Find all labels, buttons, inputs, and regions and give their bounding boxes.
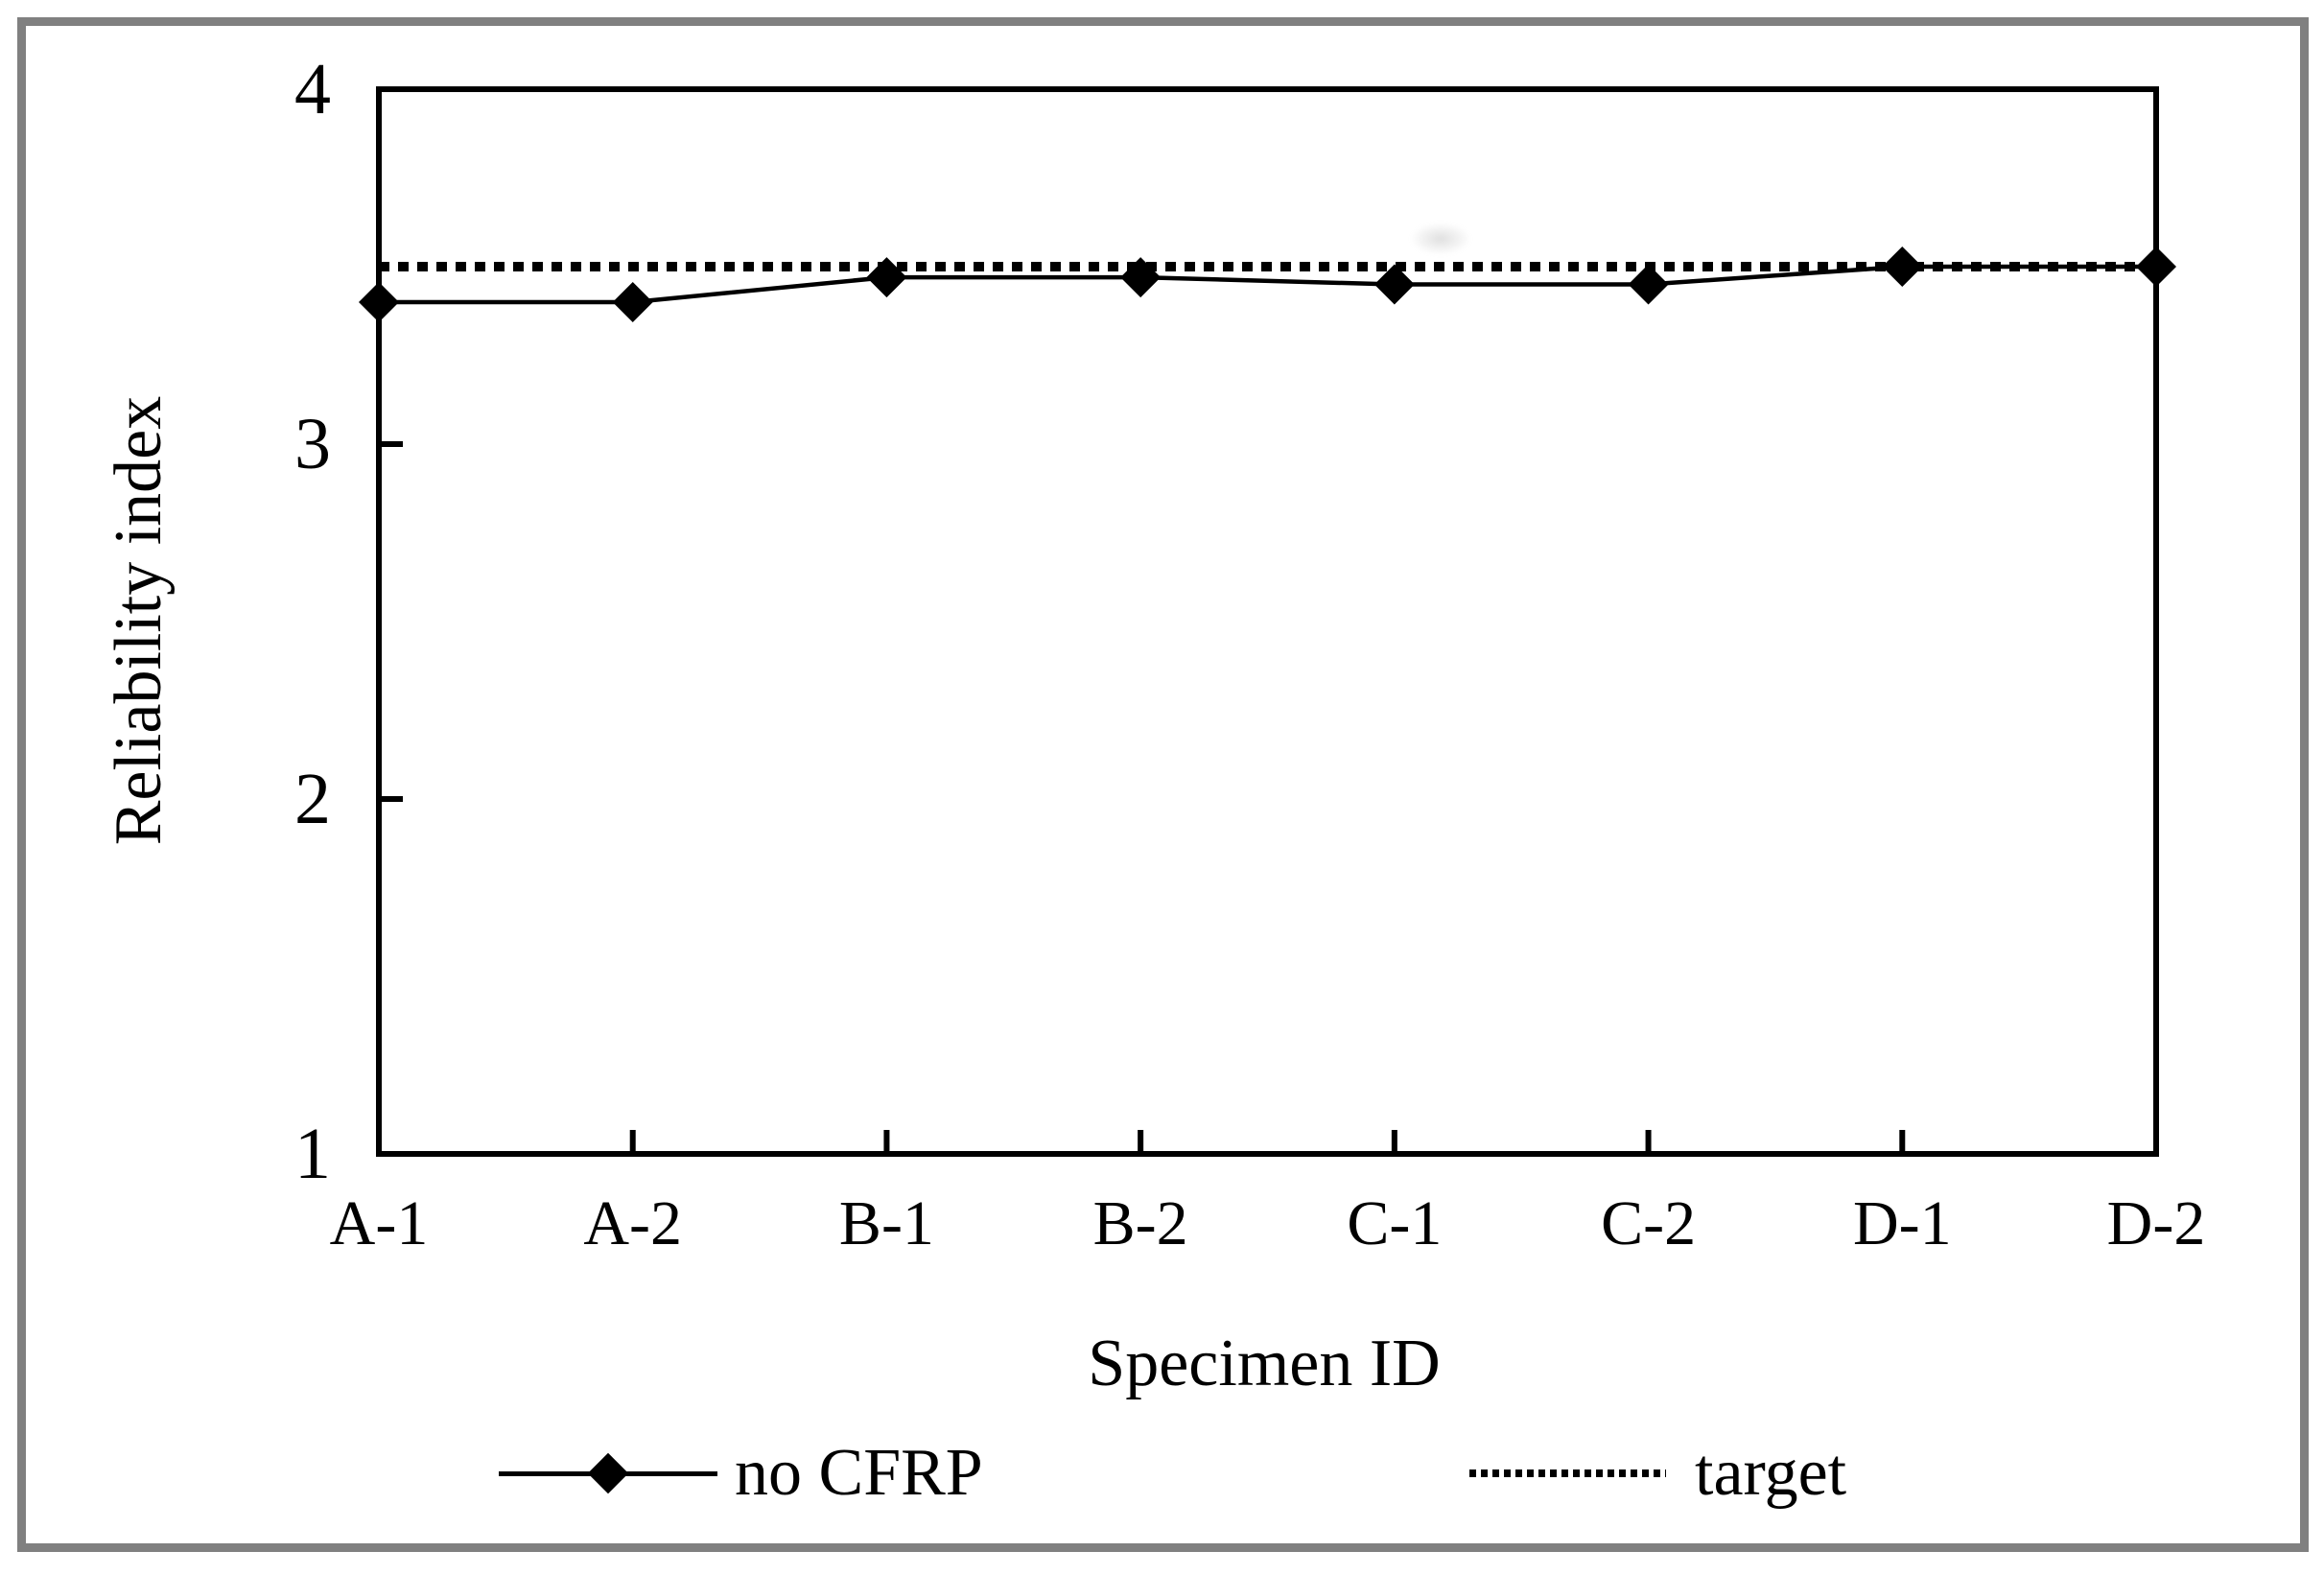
legend-item-no-cfrp: no CFRP <box>499 1431 983 1516</box>
x-tick-label: C-2 <box>1601 1188 1697 1258</box>
series-diamond-marker <box>1373 264 1415 305</box>
y-axis-title: Reliability index <box>102 395 176 846</box>
series-diamond-marker <box>612 282 653 322</box>
legend-label-no-cfrp: no CFRP <box>735 1436 983 1510</box>
y-tick-label: 2 <box>294 759 331 839</box>
y-tick-label: 1 <box>294 1114 331 1194</box>
x-tick-label: A-1 <box>329 1188 429 1258</box>
legend-solid-line-sample <box>499 1452 717 1494</box>
series-diamond-marker <box>359 282 399 322</box>
y-tick-label: 3 <box>294 404 331 484</box>
x-tick-label: D-2 <box>2106 1188 2206 1258</box>
x-tick-label: B-1 <box>838 1188 934 1258</box>
legend-dotted-line-sample <box>1469 1469 1666 1477</box>
legend-label-target: target <box>1695 1436 1847 1510</box>
series-diamond-marker <box>1120 257 1162 298</box>
y-tick-label: 4 <box>294 49 331 129</box>
x-tick-label: B-2 <box>1092 1188 1188 1258</box>
x-tick-label: D-1 <box>1852 1188 1952 1258</box>
series-diamond-marker <box>1628 264 1669 305</box>
x-tick-label: C-1 <box>1347 1188 1443 1258</box>
x-axis-title: Specimen ID <box>1088 1327 1441 1400</box>
diamond-marker-icon <box>587 1452 629 1494</box>
scan-artifact-smudge <box>1410 223 1471 255</box>
series-diamond-marker <box>1882 247 1923 287</box>
page-frame <box>17 17 2309 1552</box>
legend-item-target: target <box>1469 1431 1846 1516</box>
plot-border <box>376 86 2159 1157</box>
x-tick-label: A-2 <box>583 1188 683 1258</box>
series-line <box>379 264 2156 305</box>
series-diamond-marker <box>866 257 907 298</box>
series-diamond-marker <box>2136 247 2176 287</box>
